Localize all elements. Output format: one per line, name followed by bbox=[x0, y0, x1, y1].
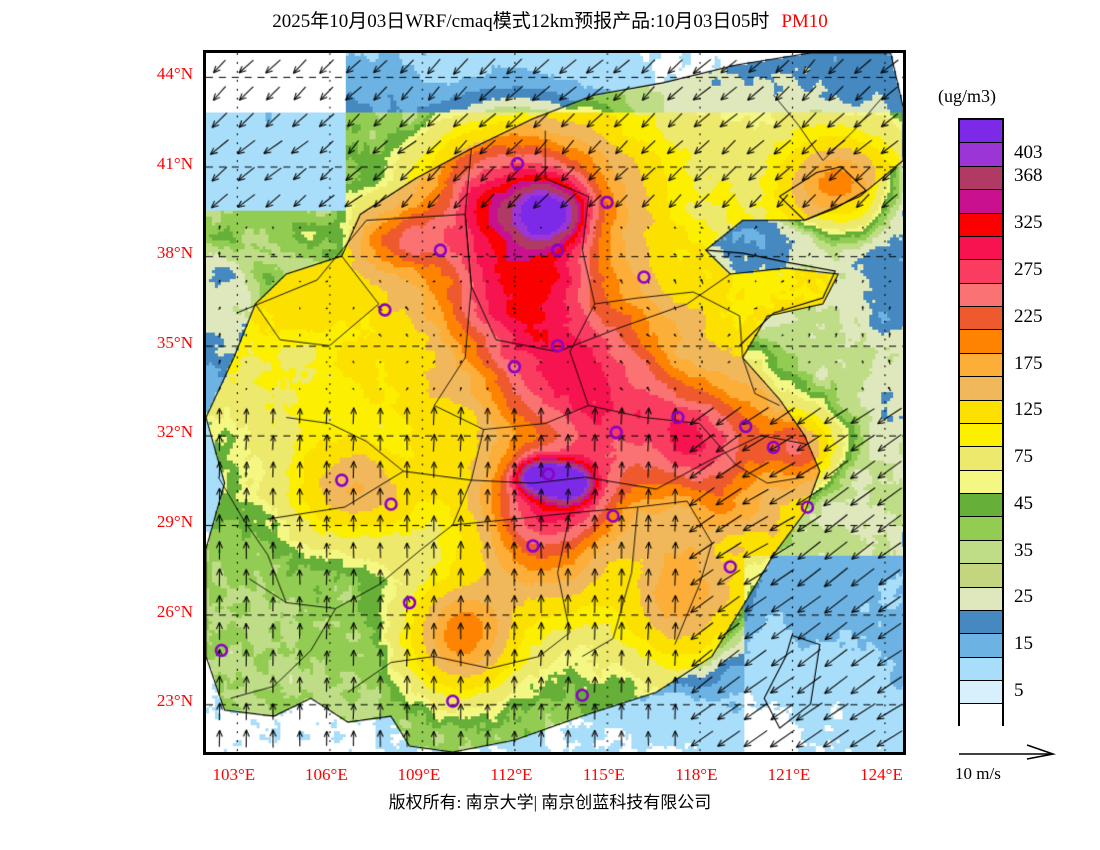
colorbar-band bbox=[960, 307, 1002, 331]
colorbar-band bbox=[960, 564, 1002, 588]
pm10-concentration-heatmap[interactable] bbox=[206, 53, 903, 752]
longitude-tick bbox=[884, 752, 886, 755]
colorbar-label: 275 bbox=[1014, 259, 1043, 280]
wind-vector-scale: 10 m/s bbox=[955, 742, 1085, 788]
latitude-tick-label: 44°N bbox=[156, 63, 193, 83]
forecast-map[interactable] bbox=[203, 50, 906, 755]
page-title: 2025年10月03日WRF/cmaq模式12km预报产品:10月03日05时 P… bbox=[0, 6, 1100, 33]
colorbar-label: 25 bbox=[1014, 586, 1033, 608]
title-main-text: 2025年10月03日WRF/cmaq模式12km预报产品:10月03日05时 bbox=[272, 11, 770, 32]
latitude-tick bbox=[203, 615, 206, 617]
latitude-tick bbox=[203, 256, 206, 258]
longitude-tick-label: 106°E bbox=[305, 765, 348, 784]
longitude-tick-label: 124°E bbox=[860, 765, 903, 784]
latitude-tick-label: 32°N bbox=[156, 422, 193, 442]
wind-scale-label: 10 m/s bbox=[955, 764, 1001, 783]
colorbar-band bbox=[960, 330, 1002, 354]
copyright-footer: 版权所有: 南京大学| 南京创蓝科技有限公司 bbox=[388, 793, 712, 812]
colorbar-band bbox=[960, 166, 1002, 191]
colorbar-band bbox=[960, 377, 1002, 401]
colorbar-band bbox=[960, 587, 1002, 611]
colorbar-label: 75 bbox=[1014, 446, 1033, 468]
colorbar-band bbox=[960, 400, 1002, 424]
colorbar-label: 45 bbox=[1014, 492, 1033, 514]
colorbar-band bbox=[960, 190, 1002, 214]
colorbar-band bbox=[960, 143, 1002, 167]
title-pollutant-tag: PM10 bbox=[781, 11, 828, 32]
wind-arrow-icon bbox=[959, 744, 1057, 760]
latitude-tick bbox=[203, 525, 206, 527]
colorbar-band bbox=[960, 353, 1002, 378]
longitude-tick bbox=[422, 752, 424, 755]
colorbar-label: 15 bbox=[1014, 633, 1033, 655]
colorbar-label: 225 bbox=[1014, 305, 1043, 327]
longitude-tick-label: 115°E bbox=[582, 765, 625, 784]
colorbar-band bbox=[960, 610, 1002, 635]
colorbar-label: 5 bbox=[1014, 679, 1024, 701]
colorbar-label: 368 bbox=[1014, 165, 1043, 187]
latitude-tick bbox=[203, 704, 206, 706]
colorbar-band bbox=[960, 494, 1002, 518]
latitude-tick bbox=[203, 346, 206, 348]
colorbar-label: 403 bbox=[1014, 142, 1043, 164]
longitude-tick bbox=[607, 752, 609, 755]
colorbar[interactable] bbox=[958, 118, 1004, 728]
latitude-tick-label: 35°N bbox=[156, 332, 193, 352]
latitude-tick-label: 41°N bbox=[156, 153, 193, 173]
colorbar-band bbox=[960, 657, 1002, 681]
colorbar-band bbox=[960, 213, 1002, 237]
colorbar-band bbox=[960, 260, 1002, 284]
latitude-tick-label: 29°N bbox=[156, 511, 193, 531]
latitude-tick-label: 23°N bbox=[156, 691, 193, 711]
latitude-tick-label: 38°N bbox=[156, 243, 193, 263]
longitude-tick-label: 121°E bbox=[767, 765, 811, 784]
longitude-tick-label: 103°E bbox=[212, 765, 256, 784]
colorbar-band bbox=[960, 447, 1002, 471]
longitude-tick-label: 109°E bbox=[397, 765, 441, 784]
colorbar-band bbox=[960, 704, 1002, 728]
longitude-tick bbox=[792, 752, 794, 755]
longitude-tick bbox=[699, 752, 701, 755]
colorbar-band bbox=[960, 517, 1002, 541]
colorbar-label: 35 bbox=[1014, 539, 1033, 561]
colorbar-band bbox=[960, 236, 1002, 261]
colorbar-label: 125 bbox=[1014, 399, 1043, 421]
colorbar-label: 325 bbox=[1014, 212, 1043, 234]
colorbar-band bbox=[960, 634, 1002, 658]
longitude-tick bbox=[237, 752, 239, 755]
colorbar-band bbox=[960, 681, 1002, 705]
longitude-tick bbox=[514, 752, 516, 755]
longitude-tick-label: 112°E bbox=[490, 765, 533, 784]
latitude-tick bbox=[203, 435, 206, 437]
colorbar-band bbox=[960, 470, 1002, 494]
colorbar-label: 175 bbox=[1014, 352, 1043, 374]
colorbar-unit-label: (ug/m3) bbox=[938, 86, 996, 106]
latitude-tick bbox=[203, 167, 206, 169]
colorbar-band bbox=[960, 423, 1002, 448]
colorbar-band bbox=[960, 283, 1002, 307]
colorbar-band bbox=[960, 120, 1002, 144]
latitude-tick bbox=[203, 77, 206, 79]
longitude-tick-label: 118°E bbox=[675, 765, 718, 784]
longitude-tick bbox=[329, 752, 331, 755]
colorbar-band bbox=[960, 540, 1002, 565]
latitude-tick-label: 26°N bbox=[156, 601, 193, 621]
